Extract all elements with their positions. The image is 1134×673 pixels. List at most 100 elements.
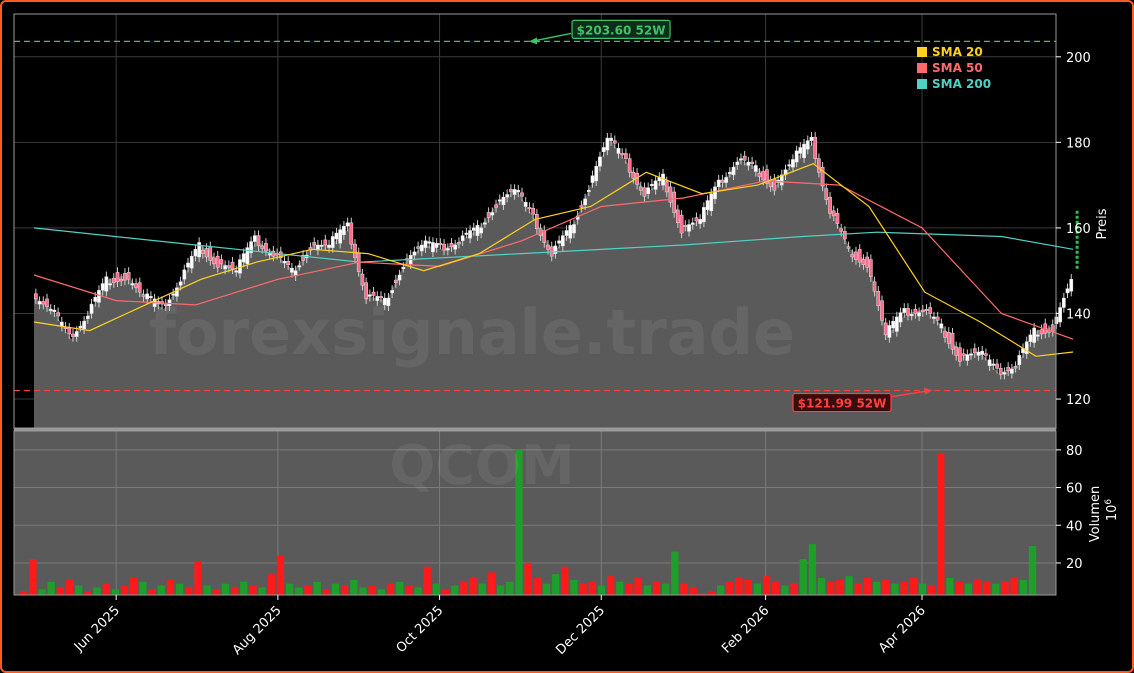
- volume-bar: [606, 576, 615, 595]
- candle-body: [382, 297, 387, 306]
- candle-body: [123, 273, 127, 281]
- candle-body: [182, 269, 187, 280]
- legend-label: SMA 50: [932, 61, 983, 75]
- volume-bar: [799, 559, 807, 595]
- volume-bar: [230, 587, 239, 595]
- candle-body: [342, 225, 346, 236]
- candle-body: [646, 187, 651, 194]
- candle-body: [401, 267, 406, 270]
- candle-body: [330, 236, 335, 248]
- volume-bar: [157, 585, 165, 595]
- candle-body: [984, 353, 988, 356]
- candle-body: [742, 155, 747, 161]
- volume-bar: [551, 574, 560, 595]
- candle-body: [464, 232, 469, 235]
- candle-body: [564, 230, 569, 236]
- candle-body: [45, 298, 49, 307]
- candle-body: [527, 207, 532, 210]
- candle-body: [104, 276, 109, 292]
- candle-body: [939, 323, 944, 329]
- candle-body: [141, 294, 146, 297]
- volume-bar: [817, 578, 826, 595]
- candle-body: [924, 308, 929, 311]
- x-tick-label: Aug 2025: [230, 603, 285, 658]
- volume-bar: [891, 583, 899, 595]
- candle-body: [1006, 367, 1011, 372]
- candle-body: [627, 158, 632, 173]
- candle-body: [1017, 355, 1022, 366]
- candle-body: [119, 279, 124, 282]
- volume-bar: [249, 585, 257, 595]
- volume-bar: [38, 589, 46, 595]
- candle-body: [215, 255, 220, 268]
- price-axis-label: Preis: [1095, 208, 1110, 239]
- candle-body: [431, 242, 435, 253]
- candle-body: [995, 363, 999, 369]
- candle-body: [460, 235, 465, 242]
- candle-body: [115, 272, 120, 283]
- candle-body: [920, 309, 925, 313]
- candle-body: [219, 259, 224, 265]
- candle-body: [542, 230, 547, 243]
- x-tick-label: Feb 2026: [719, 603, 772, 656]
- volume-bar: [221, 583, 230, 595]
- volume-bar: [350, 579, 358, 595]
- volume-bar: [937, 453, 945, 595]
- candle-body: [805, 140, 810, 150]
- candle-body: [371, 291, 376, 296]
- volume-bar: [56, 587, 65, 595]
- candle-body: [201, 249, 205, 254]
- candle-body: [445, 248, 450, 251]
- candle-body: [620, 153, 625, 156]
- sma20-line: [33, 163, 1074, 357]
- volume-panel-border: [13, 430, 1057, 596]
- volume-bar: [772, 581, 780, 595]
- candle-body: [290, 267, 294, 273]
- candle-body: [739, 158, 743, 161]
- low-label-box: [792, 392, 892, 413]
- volume-bar: [735, 578, 743, 595]
- volume-bar: [872, 581, 881, 595]
- volume-bar: [918, 583, 927, 595]
- volume-bar: [322, 589, 330, 595]
- annotations: $203.60 52W $121.99 52W forexsignale.trade…: [13, 13, 1120, 658]
- candle-body: [189, 255, 194, 269]
- candle-body: [1061, 297, 1066, 308]
- price-tick-label: 140: [1066, 307, 1091, 322]
- candle-body: [902, 308, 907, 313]
- candle-body: [750, 161, 754, 164]
- candle-body: [857, 249, 862, 263]
- volume-bar: [405, 585, 413, 595]
- legend-swatch: [917, 47, 927, 57]
- volume-bar: [414, 587, 422, 595]
- volume-bar: [377, 589, 386, 595]
- candle-body: [85, 315, 90, 319]
- volume-bar: [478, 583, 486, 595]
- candle-body: [969, 353, 973, 356]
- candle-body: [78, 326, 83, 329]
- candle-body: [501, 196, 506, 206]
- volume-bar: [29, 559, 37, 595]
- candle-body: [149, 296, 153, 299]
- volume-bar: [120, 585, 129, 595]
- candle-body: [950, 332, 955, 350]
- volume-bar: [175, 583, 184, 595]
- x-tick-label: Dec 2025: [553, 603, 608, 658]
- volume-bar: [781, 585, 789, 595]
- candle-body: [705, 200, 710, 211]
- candle-body: [230, 261, 235, 270]
- candle-body: [872, 281, 877, 292]
- candle-body: [453, 244, 458, 250]
- volume-bar: [469, 578, 477, 595]
- candle-body: [757, 172, 762, 177]
- volume-tick-label: 80: [1066, 444, 1083, 459]
- candle-body: [52, 309, 57, 313]
- candle-body: [56, 312, 60, 317]
- candle-body: [434, 243, 439, 248]
- candle-body: [457, 242, 461, 245]
- candle-body: [130, 283, 135, 286]
- candle-body: [171, 293, 176, 296]
- low-arrow: [891, 389, 931, 398]
- volume-bar: [625, 583, 633, 595]
- candle-body: [468, 230, 472, 239]
